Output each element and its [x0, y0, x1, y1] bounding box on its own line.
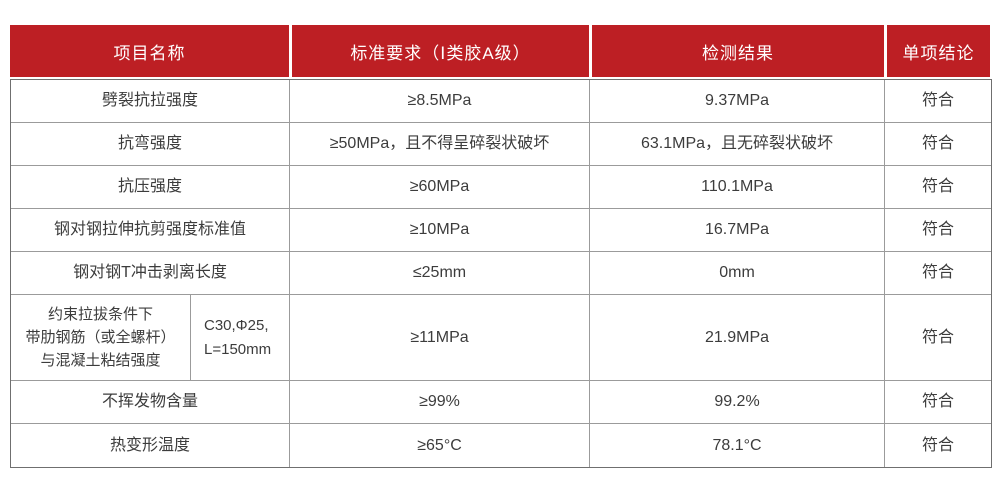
header-cell-item-name: 项目名称	[10, 25, 289, 77]
conclusion-cell: 符合	[885, 209, 991, 252]
standard-cell: ≤25mm	[290, 252, 590, 295]
conclusion-cell: 符合	[885, 381, 991, 424]
result-cell: 9.37MPa	[590, 80, 885, 123]
header-cell-standard: 标准要求（Ⅰ类胶A级）	[289, 25, 589, 77]
results-table-body: 劈裂抗拉强度 ≥8.5MPa 9.37MPa 符合 抗弯强度 ≥50MPa，且不…	[10, 79, 992, 468]
item-name-cell: 热变形温度	[11, 424, 290, 467]
standard-cell: ≥50MPa，且不得呈碎裂状破坏	[290, 123, 590, 166]
item-name-cell: 不挥发物含量	[11, 381, 290, 424]
item-name-cell: 劈裂抗拉强度	[11, 80, 290, 123]
result-cell: 78.1°C	[590, 424, 885, 467]
conclusion-cell: 符合	[885, 123, 991, 166]
standard-cell: ≥99%	[290, 381, 590, 424]
standard-cell: ≥60MPa	[290, 166, 590, 209]
condition-cell: C30,Φ25, L=150mm	[191, 295, 290, 381]
item-name-cell: 抗弯强度	[11, 123, 290, 166]
result-cell: 63.1MPa，且无碎裂状破坏	[590, 123, 885, 166]
result-cell: 21.9MPa	[590, 295, 885, 381]
result-cell: 99.2%	[590, 381, 885, 424]
header-cell-result: 检测结果	[589, 25, 884, 77]
item-name-cell: 钢对钢T冲击剥离长度	[11, 252, 290, 295]
standard-cell: ≥10MPa	[290, 209, 590, 252]
conclusion-cell: 符合	[921, 436, 954, 454]
table-header-row: 项目名称 标准要求（Ⅰ类胶A级） 检测结果 单项结论	[10, 25, 990, 77]
standard-cell: ≥65°C	[290, 424, 590, 467]
item-name-cell: 钢对钢拉伸抗剪强度标准值	[11, 209, 290, 252]
conclusion-cell: 符合	[885, 252, 991, 295]
conclusion-cell: 符合	[885, 166, 991, 209]
standard-cell: ≥8.5MPa	[290, 80, 590, 123]
result-cell: 0mm	[590, 252, 885, 295]
header-cell-conclusion: 单项结论	[884, 25, 990, 77]
item-name-cell: 抗压强度	[11, 166, 290, 209]
conclusion-cell: 符合	[885, 295, 991, 381]
conclusion-cell: 符合	[885, 80, 991, 123]
result-cell: 110.1MPa	[590, 166, 885, 209]
item-name-cell: 约束拉拔条件下 带肋钢筋（或全螺杆） 与混凝土粘结强度	[11, 295, 191, 381]
standard-cell: ≥11MPa	[290, 295, 590, 381]
result-cell: 16.7MPa	[590, 209, 885, 252]
